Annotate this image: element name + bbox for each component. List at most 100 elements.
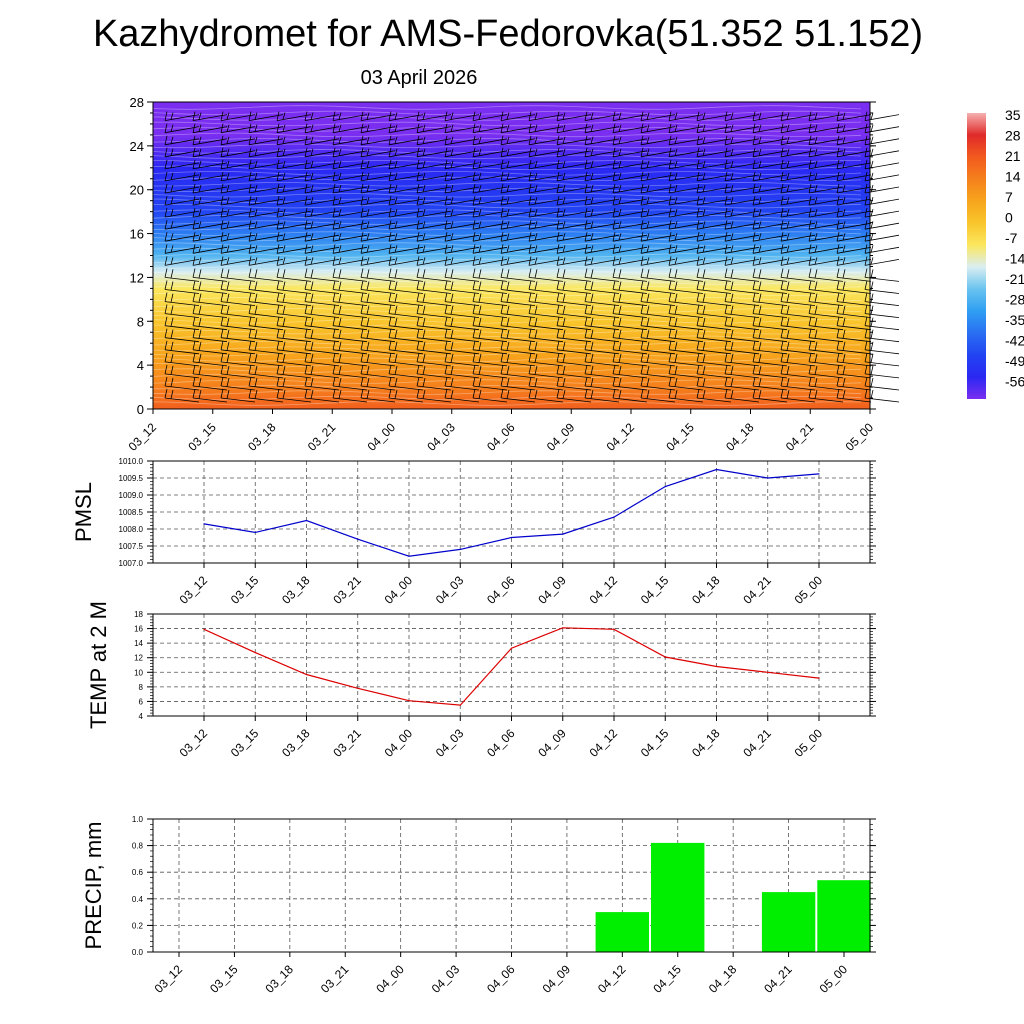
temp-2m-point: [818, 677, 820, 679]
wind-barb: [332, 376, 368, 391]
wind-barb: [444, 196, 480, 206]
wind-barb: [556, 159, 592, 170]
contour-line: [152, 171, 862, 176]
wind-barb: [612, 256, 648, 266]
wind-barb: [248, 316, 284, 331]
x-tick-label: 04_09: [535, 726, 569, 760]
wind-barb: [864, 364, 900, 379]
contour-line: [152, 160, 862, 165]
wind-barb: [780, 220, 816, 230]
precip-bar: [817, 880, 871, 952]
wind-barb: [276, 244, 312, 254]
wind-barb: [612, 268, 648, 282]
wind-barb: [668, 183, 704, 194]
wind-barb: [332, 183, 368, 194]
heatmap-x-tick-label: 04_00: [365, 420, 399, 454]
wind-barb: [556, 135, 592, 146]
wind-barb: [640, 280, 676, 294]
wind-barb: [416, 208, 452, 218]
wind-barb: [696, 208, 732, 218]
wind-barb: [696, 196, 732, 206]
wind-barb: [612, 196, 648, 206]
wind-barb: [416, 364, 452, 379]
wind-barb: [836, 328, 872, 343]
wind-barb: [724, 232, 760, 242]
wind-barb: [192, 232, 228, 242]
wind-barb: [864, 328, 900, 343]
wind-barb: [332, 232, 368, 242]
wind-barb: [584, 352, 620, 367]
wind-barb: [444, 232, 480, 242]
wind-barb: [304, 159, 340, 170]
colorbar-label: -7: [1005, 230, 1018, 246]
wind-barb: [668, 268, 704, 282]
x-tick-label: 03_21: [330, 726, 364, 760]
wind-barb: [388, 388, 424, 403]
wind-barb: [584, 328, 620, 343]
contour-line: [152, 253, 862, 258]
wind-barb: [808, 304, 844, 318]
wind-barb: [724, 328, 760, 343]
wind-barb: [528, 376, 564, 391]
wind-barb: [668, 376, 704, 391]
wind-barb: [528, 159, 564, 170]
wind-barb: [808, 135, 844, 146]
wind-barb: [752, 268, 788, 282]
temp-2m-point: [459, 704, 461, 706]
wind-barb: [248, 280, 284, 294]
wind-barb: [612, 135, 648, 146]
wind-barb: [752, 256, 788, 266]
pmsl-point: [715, 468, 718, 471]
wind-barb: [528, 352, 564, 367]
wind-barb: [472, 292, 508, 306]
wind-barb: [416, 316, 452, 331]
wind-barb: [416, 256, 452, 266]
wind-barb: [220, 256, 256, 266]
wind-barb: [248, 328, 284, 343]
wind-barb: [752, 364, 788, 379]
wind-barb: [332, 304, 368, 318]
wind-barb: [808, 316, 844, 331]
wind-barb: [444, 316, 480, 331]
wind-barb: [556, 268, 592, 282]
wind-barb: [640, 256, 676, 266]
heatmap-y-axis: 0 4 8 12 16 20 24 28: [130, 95, 876, 417]
wind-barb: [724, 220, 760, 230]
wind-barb: [164, 376, 200, 391]
wind-barb: [164, 256, 200, 266]
contour-line: [152, 231, 862, 236]
wind-barb: [444, 280, 480, 294]
wind-barb: [164, 220, 200, 230]
wind-barb: [556, 123, 592, 134]
wind-barb: [472, 304, 508, 318]
wind-barbs: [164, 111, 900, 403]
wind-barb: [360, 376, 396, 391]
wind-barb: [164, 183, 200, 194]
wind-barb: [752, 304, 788, 318]
pmsl-point: [408, 555, 410, 557]
precip-panel: 0.0 0.2 0.4 0.6 0.8 1.0 03_12 03_15 03_18 03_21 04…: [81, 815, 876, 996]
wind-barb: [472, 256, 508, 266]
wind-barb: [388, 208, 424, 218]
wind-barb: [640, 135, 676, 146]
wind-barb: [192, 171, 228, 182]
wind-barb: [220, 123, 256, 134]
wind-barb: [500, 244, 536, 254]
wind-barb: [332, 244, 368, 254]
y-tick-label: 1007.0: [119, 559, 144, 568]
wind-barb: [556, 292, 592, 306]
wind-barb: [780, 111, 816, 121]
wind-barb: [612, 388, 648, 403]
wind-barb: [444, 147, 480, 158]
wind-barb: [528, 135, 564, 146]
wind-barb: [164, 328, 200, 343]
wind-barb: [836, 256, 872, 266]
wind-barb: [780, 196, 816, 206]
wind-barb: [668, 244, 704, 254]
wind-barb: [276, 376, 312, 391]
wind-barb: [500, 220, 536, 230]
wind-barb: [556, 196, 592, 206]
colorbar-label: 35: [1005, 107, 1021, 123]
y-tick-label: 0.8: [132, 842, 144, 851]
